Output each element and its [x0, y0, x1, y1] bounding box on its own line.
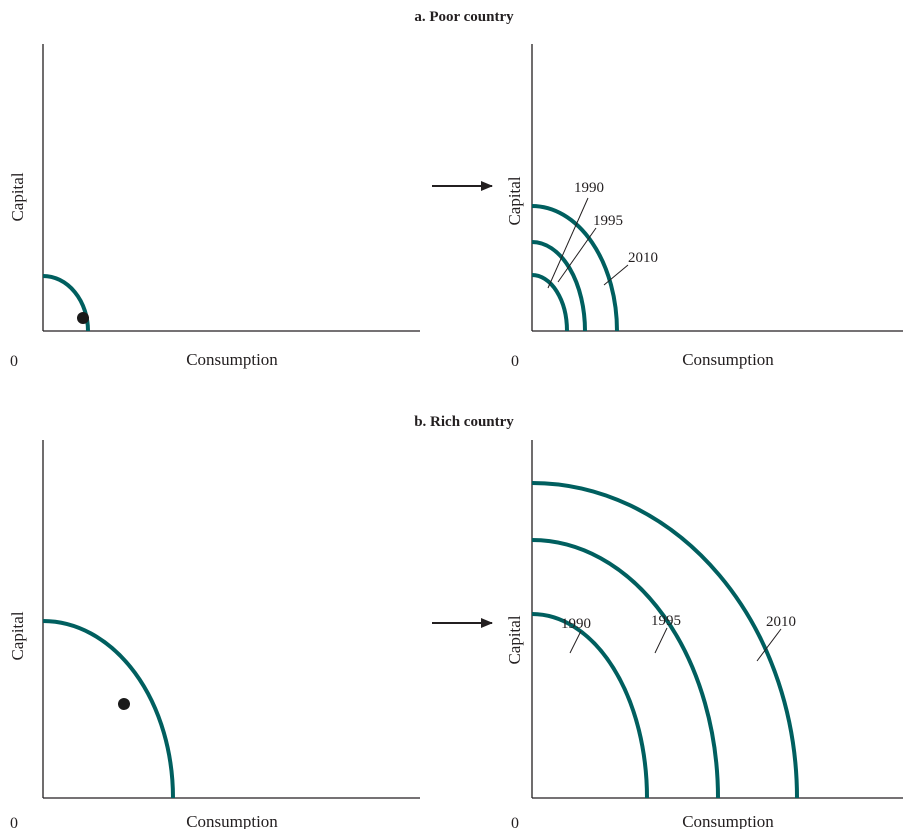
frontier-curve-2010: [531, 204, 619, 332]
y-axis-label: Capital: [8, 172, 27, 221]
frontier-curve-1990: [531, 273, 569, 332]
curve-label-1990: 1990: [574, 180, 604, 196]
curve-label-1995: 1995: [651, 613, 681, 629]
frontier-curve-1995: [531, 240, 587, 332]
production-point: [77, 312, 89, 324]
origin-label: 0: [511, 815, 519, 829]
section-title-poor-country: a. Poor country: [414, 9, 514, 25]
section-title-rich-country: b. Rich country: [414, 414, 514, 430]
frontier-curve-1990: [531, 612, 649, 799]
origin-label: 0: [10, 815, 18, 829]
x-axis-label: Consumption: [682, 350, 774, 369]
curve-label-1995: 1995: [593, 213, 623, 229]
x-axis-label: Consumption: [186, 812, 278, 829]
leader-line-1990: [569, 630, 582, 654]
y-axis-label: Capital: [505, 176, 524, 225]
panel-rich-country-growth: 0 Consumption Capital 1990 1995 2010: [505, 440, 903, 829]
leader-line-1995: [557, 227, 597, 283]
curve-label-2010: 2010: [628, 250, 658, 266]
frontier-curve-1995: [531, 538, 720, 799]
y-axis-label: Capital: [505, 615, 524, 664]
origin-label: 0: [10, 353, 18, 370]
x-axis-label: Consumption: [186, 350, 278, 369]
production-frontier-curve: [42, 619, 175, 799]
leader-line-2010: [603, 264, 629, 286]
panel-rich-country-before: 0 Consumption Capital: [8, 440, 420, 829]
panel-poor-country-before: 0 Consumption Capital: [8, 44, 420, 370]
curve-label-1990: 1990: [561, 616, 591, 632]
x-axis-label: Consumption: [682, 812, 774, 829]
panel-poor-country-growth: 0 Consumption Capital 1990 1995 2010: [505, 44, 903, 370]
frontier-curve-2010: [531, 481, 799, 799]
origin-label: 0: [511, 353, 519, 370]
curve-label-2010: 2010: [766, 614, 796, 630]
production-point: [118, 698, 130, 710]
leader-line-2010: [756, 628, 782, 662]
y-axis-label: Capital: [8, 611, 27, 660]
leader-line-1990: [547, 197, 589, 289]
leader-line-1995: [654, 627, 668, 654]
